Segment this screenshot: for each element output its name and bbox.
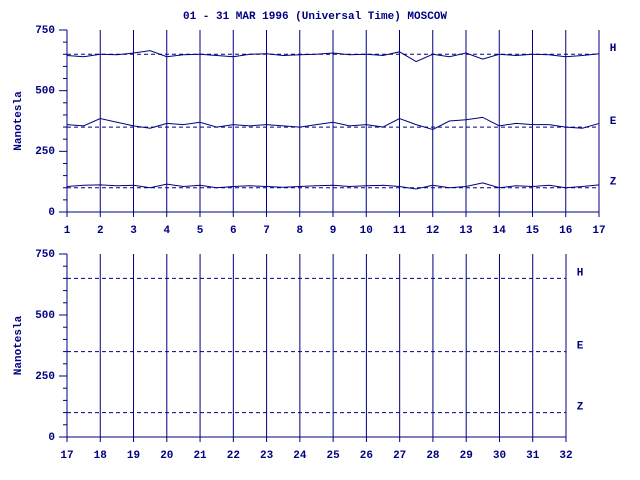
x-tick-label: 23 <box>260 450 274 462</box>
x-tick-label: 16 <box>559 225 572 237</box>
x-tick-label: 9 <box>330 225 337 237</box>
x-tick-label: 4 <box>163 225 170 237</box>
x-tick-label: 1 <box>64 225 71 237</box>
x-tick-label: 2 <box>97 225 104 237</box>
x-tick-label: 8 <box>296 225 303 237</box>
x-tick-label: 26 <box>360 450 373 462</box>
y-tick-label: 0 <box>48 432 55 444</box>
x-tick-label: 5 <box>197 225 204 237</box>
x-tick-label: 24 <box>293 450 307 462</box>
series-label: H <box>577 267 584 279</box>
y-tick-label: 250 <box>35 371 55 383</box>
y-tick-label: 500 <box>35 86 55 98</box>
x-tick-label: 27 <box>393 450 406 462</box>
x-tick-label: 7 <box>263 225 270 237</box>
chart-title: 01 - 31 MAR 1996 (Universal Time) MOSCOW <box>183 11 447 23</box>
y-tick-label: 750 <box>35 249 55 261</box>
x-tick-label: 30 <box>493 450 506 462</box>
x-tick-label: 21 <box>193 450 207 462</box>
trace <box>66 50 600 63</box>
y-tick-label: 500 <box>35 310 55 322</box>
x-tick-label: 6 <box>230 225 237 237</box>
x-tick-label: 15 <box>526 225 540 237</box>
x-tick-label: 32 <box>559 450 572 462</box>
x-tick-label: 18 <box>94 450 108 462</box>
x-tick-label: 31 <box>526 450 540 462</box>
x-tick-label: 10 <box>360 225 373 237</box>
x-tick-label: 17 <box>60 450 73 462</box>
x-tick-label: 11 <box>393 225 407 237</box>
x-tick-label: 29 <box>460 450 473 462</box>
x-tick-label: 19 <box>127 450 140 462</box>
series-label: Z <box>610 177 617 189</box>
x-tick-label: 3 <box>130 225 137 237</box>
x-tick-label: 12 <box>426 225 439 237</box>
x-tick-label: 28 <box>426 450 440 462</box>
x-tick-label: 22 <box>227 450 240 462</box>
trace <box>66 116 600 131</box>
series-label: H <box>610 43 617 55</box>
x-tick-label: 25 <box>327 450 341 462</box>
x-tick-label: 13 <box>459 225 473 237</box>
y-axis-label: Nanotesla <box>13 315 25 375</box>
series-label: E <box>577 341 584 353</box>
trace <box>66 182 600 190</box>
series-label: E <box>610 116 617 128</box>
x-tick-label: 20 <box>160 450 173 462</box>
y-axis-label: Nanotesla <box>13 91 25 151</box>
x-tick-label: 17 <box>592 225 605 237</box>
y-tick-label: 750 <box>35 25 55 37</box>
series-label: Z <box>577 402 584 414</box>
y-tick-label: 0 <box>48 207 55 219</box>
x-tick-label: 14 <box>493 225 507 237</box>
y-tick-label: 250 <box>35 146 55 158</box>
